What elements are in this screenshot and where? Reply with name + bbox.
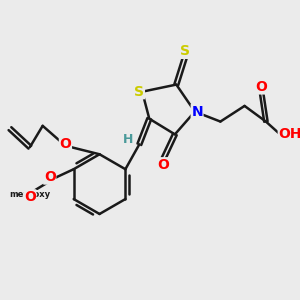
Text: O: O <box>59 137 71 151</box>
Text: O: O <box>158 158 169 172</box>
Text: methoxy: methoxy <box>9 190 50 200</box>
Text: OH: OH <box>278 127 300 141</box>
Text: O: O <box>24 190 36 204</box>
Text: H: H <box>123 133 134 146</box>
Text: O: O <box>44 170 56 184</box>
Text: O: O <box>255 80 267 94</box>
Text: N: N <box>191 105 203 118</box>
Text: S: S <box>180 44 190 58</box>
Text: S: S <box>134 85 144 99</box>
